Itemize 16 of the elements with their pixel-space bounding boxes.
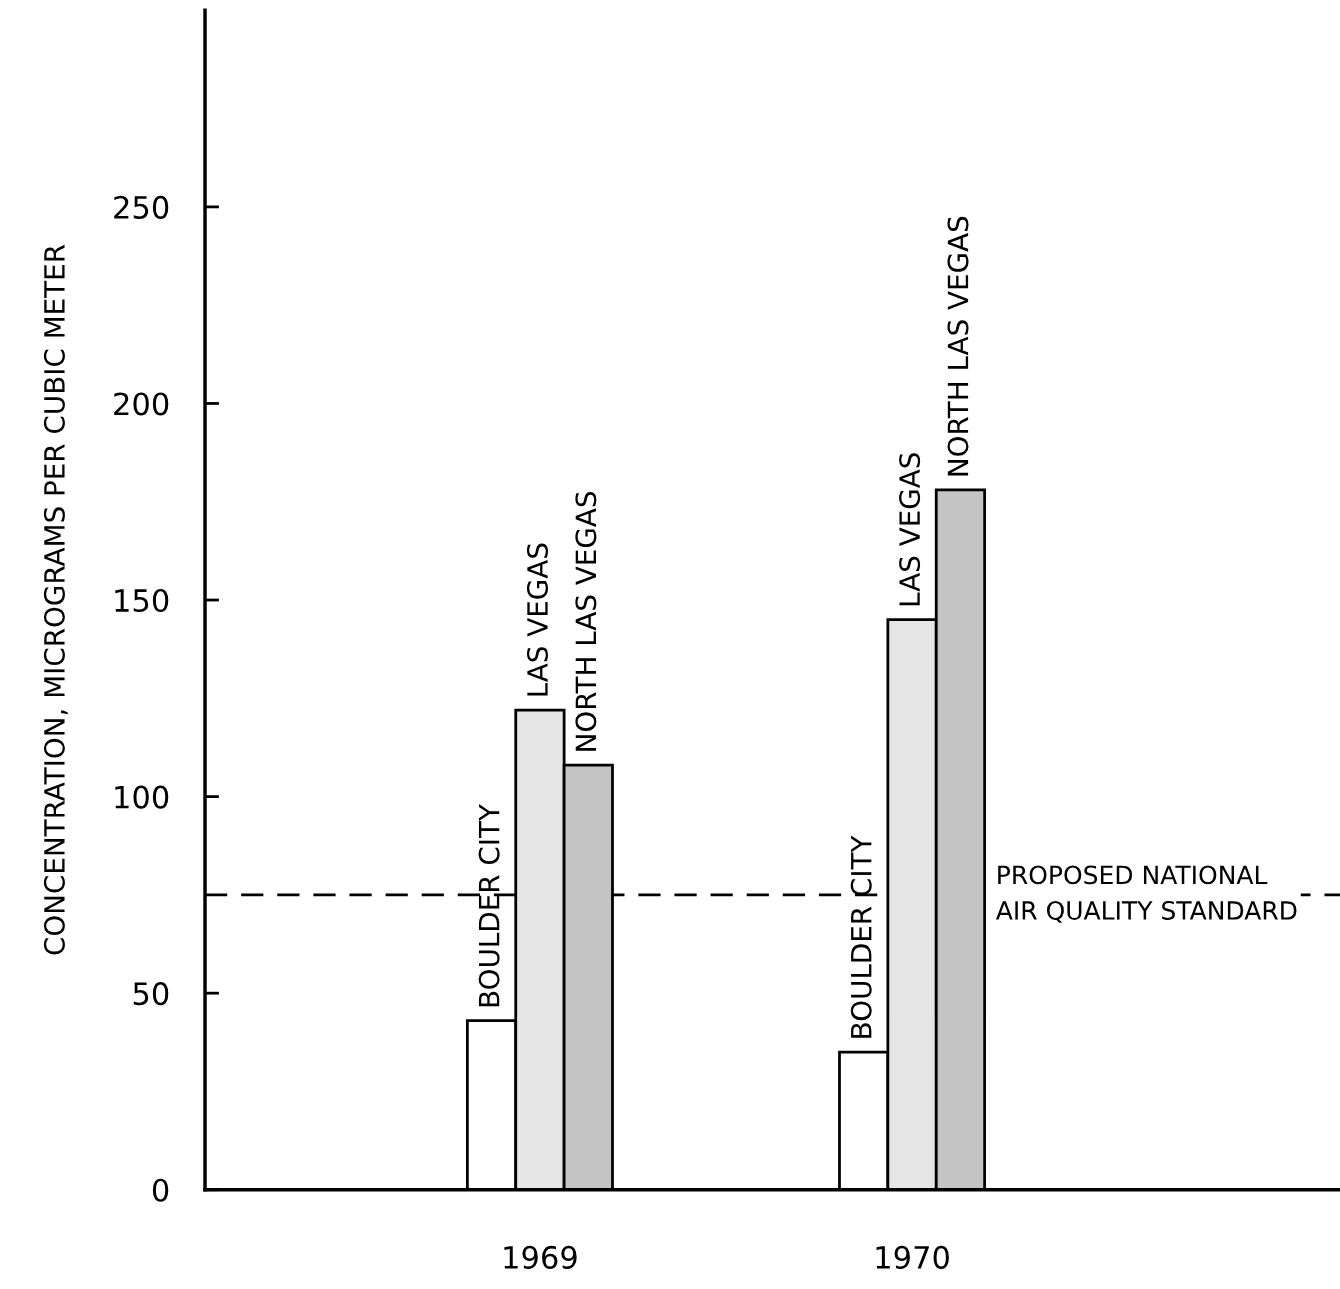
- text: BOULDER CITY: [478, 804, 500, 1007]
- y-tick-label: 50: [133, 982, 169, 1006]
- y-tick-label: 250: [114, 195, 169, 219]
- text: LAS VEGAS: [899, 453, 921, 606]
- ref-line-label: PROPOSED NATIONAL AIR QUALITY STANDARD: [995, 865, 1297, 923]
- y-tick-label: 200: [114, 392, 169, 416]
- text: BOULDER CITY: [850, 835, 872, 1038]
- text: NORTH LAS VEGAS: [947, 216, 969, 476]
- text: NORTH LAS VEGAS: [575, 492, 597, 751]
- y-tick-label: 100: [115, 785, 169, 809]
- y-axis-title: CONCENTRATION, MICROGRAMS PER CUBIC METER: [43, 244, 68, 955]
- y-tick-label: 150: [115, 588, 169, 613]
- x-tick-label: 1969: [504, 1245, 577, 1269]
- x-tick-label: 1970: [876, 1245, 949, 1269]
- y-tick-label: 0: [152, 1178, 169, 1202]
- text: LAS VEGAS: [526, 543, 548, 696]
